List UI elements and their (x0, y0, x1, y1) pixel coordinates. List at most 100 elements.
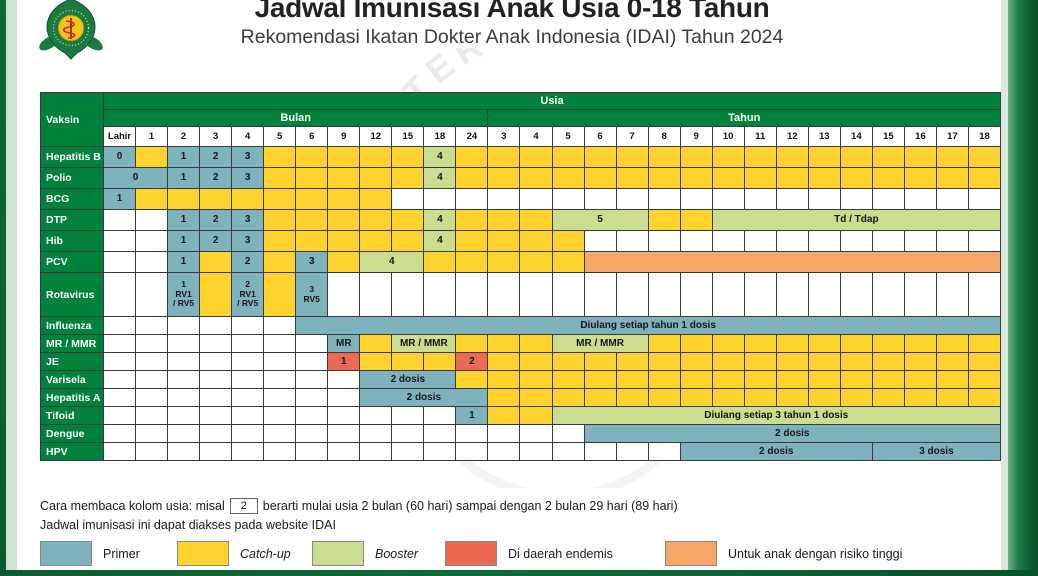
schedule-cell (840, 335, 872, 352)
schedule-cell (744, 389, 776, 406)
schedule-cell (968, 189, 1000, 209)
vaccine-name: DTP (41, 210, 103, 230)
schedule-cell (296, 425, 328, 442)
schedule-cell (360, 353, 392, 370)
schedule-cell (360, 335, 392, 352)
schedule-cell (840, 189, 872, 209)
schedule-cell (744, 353, 776, 370)
schedule-cell (680, 335, 712, 352)
schedule-cell (488, 407, 520, 424)
schedule-cell: 1 (168, 210, 200, 230)
schedule-cell (392, 425, 424, 442)
schedule-cell (424, 353, 456, 370)
schedule-cell (296, 353, 328, 370)
schedule-cell (392, 168, 424, 188)
schedule-cell (296, 147, 328, 167)
column-header: Lahir (104, 127, 136, 146)
schedule-cell (360, 168, 392, 188)
schedule-cell (712, 168, 744, 188)
schedule-cell (680, 389, 712, 406)
schedule-cell (488, 353, 520, 370)
schedule-cell (168, 317, 200, 334)
schedule-cell (392, 353, 424, 370)
schedule-cell (232, 353, 264, 370)
column-header: 3 (488, 127, 520, 146)
schedule-cell (744, 168, 776, 188)
vaccine-name: Polio (41, 168, 103, 188)
schedule-cell (488, 189, 520, 209)
schedule-cell (392, 231, 424, 251)
schedule-cell (904, 273, 936, 316)
schedule-cell (552, 189, 584, 209)
schedule-cell (712, 231, 744, 251)
schedule-cell (392, 407, 424, 424)
schedule-cell (360, 210, 392, 230)
schedule-cell (104, 353, 136, 370)
usia-example-box: 2 (229, 498, 258, 514)
schedule-cell (168, 389, 200, 406)
schedule-cell (808, 353, 840, 370)
schedule-cell (552, 168, 584, 188)
schedule-cell (328, 231, 360, 251)
schedule-cell (424, 189, 456, 209)
schedule-cell (136, 443, 168, 460)
schedule-cell (264, 273, 296, 316)
schedule-cell (424, 443, 456, 460)
schedule-cell (392, 273, 424, 316)
bottom-border (0, 570, 1038, 576)
right-border-light (1001, 0, 1008, 576)
schedule-cell (264, 252, 296, 272)
schedule-cell (456, 425, 488, 442)
legend-swatch-catchup (177, 541, 229, 566)
schedule-cell: 2 dosis (360, 371, 456, 388)
right-border-dark (1008, 0, 1038, 576)
schedule-cell (744, 335, 776, 352)
schedule-cell (200, 189, 232, 209)
schedule-cell (552, 389, 584, 406)
schedule-cell (488, 425, 520, 442)
schedule-cell (648, 147, 680, 167)
schedule-cell (872, 371, 904, 388)
schedule-cell (872, 273, 904, 316)
schedule-cell (328, 189, 360, 209)
schedule-cell: 4 (424, 210, 456, 230)
schedule-cell (648, 168, 680, 188)
schedule-cell (712, 353, 744, 370)
schedule-cell (648, 189, 680, 209)
schedule-cell (136, 407, 168, 424)
column-header: 6 (584, 127, 616, 146)
vaccine-name: Dengue (41, 425, 103, 442)
schedule-cell (136, 189, 168, 209)
schedule-cell (232, 425, 264, 442)
column-header: 18 (968, 127, 1000, 146)
column-header: 9 (328, 127, 360, 146)
schedule-cell (744, 371, 776, 388)
schedule-cell (808, 273, 840, 316)
legend-swatch-risk (665, 541, 717, 566)
schedule-cell: 3 (232, 231, 264, 251)
schedule-cell (744, 273, 776, 316)
schedule-cell (232, 335, 264, 352)
schedule-cell (840, 147, 872, 167)
schedule-cell (456, 189, 488, 209)
schedule-cell (296, 389, 328, 406)
schedule-cell (264, 189, 296, 209)
schedule-cell (616, 353, 648, 370)
schedule-cell (840, 371, 872, 388)
schedule-cell: 1 RV1 / RV5 (168, 273, 200, 316)
schedule-cell: 2 dosis (360, 389, 488, 406)
schedule-cell (168, 189, 200, 209)
schedule-cell: 3 (232, 147, 264, 167)
schedule-cell (936, 168, 968, 188)
schedule-cell (136, 317, 168, 334)
schedule-cell (744, 147, 776, 167)
page-title: Jadwal Imunisasi Anak Usia 0-18 Tahun (254, 0, 770, 23)
schedule-cell (776, 231, 808, 251)
column-header: 4 (232, 127, 264, 146)
schedule-cell: 2 RV1 / RV5 (232, 273, 264, 316)
schedule-cell (808, 389, 840, 406)
schedule-cell (168, 407, 200, 424)
schedule-cell (712, 389, 744, 406)
schedule-cell: 3 (232, 168, 264, 188)
schedule-cell (232, 317, 264, 334)
